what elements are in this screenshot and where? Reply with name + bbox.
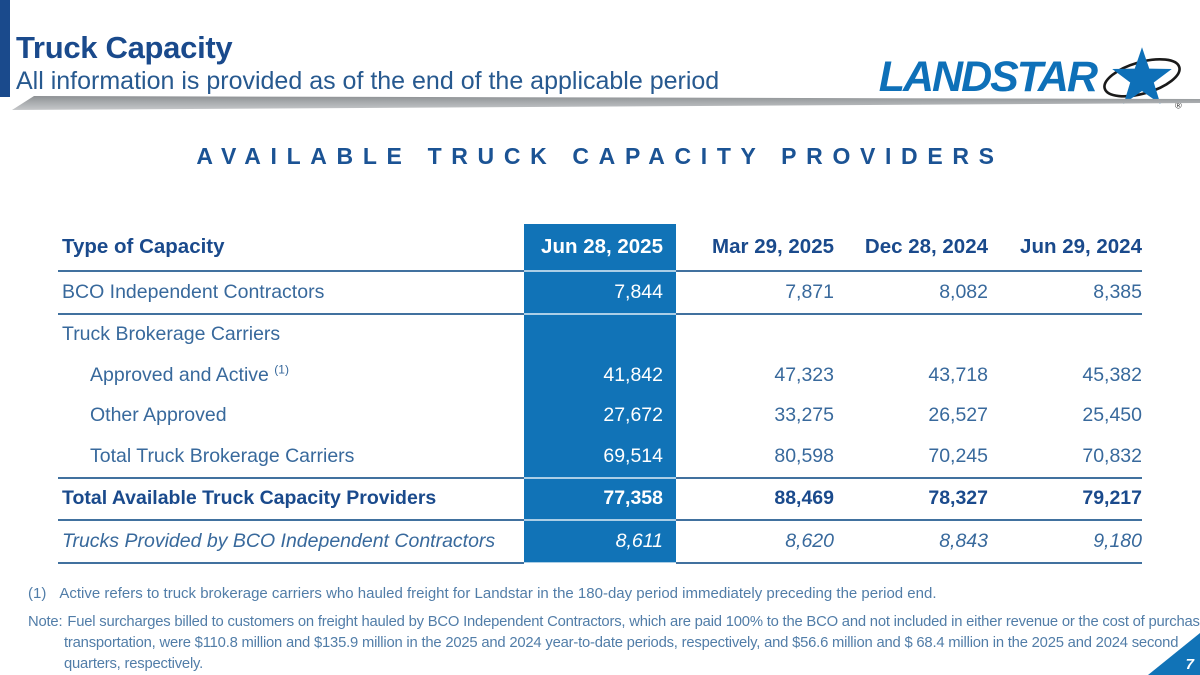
cell-value [524, 313, 676, 355]
cell-value: 80,598 [676, 436, 834, 479]
table-row-total-truck-brokerage-carriers: Total Truck Brokerage Carriers 69,514 80… [58, 436, 1142, 479]
table-row-approved-and-active: Approved and Active (1) 41,842 47,323 43… [58, 355, 1142, 396]
header-divider [12, 96, 1200, 110]
cell-value: 25,450 [1082, 404, 1142, 427]
row-label: BCO Independent Contractors [58, 271, 524, 315]
row-label: Truck Brokerage Carriers [62, 323, 281, 346]
cell-value: 7,844 [524, 271, 676, 315]
note-text: Fuel surcharges billed to customers on f… [64, 614, 1200, 672]
cell-value: 78,327 [834, 477, 988, 521]
table-row-other-approved: Other Approved 27,672 33,275 26,527 25,4… [58, 395, 1142, 436]
cell-value: 47,323 [774, 363, 834, 386]
cell-value: 7,871 [676, 271, 834, 315]
row-label-text: Approved and Active [90, 363, 269, 386]
header-accent-bar [0, 0, 10, 97]
capacity-table: Type of Capacity Jun 28, 2025 Mar 29, 20… [58, 224, 1142, 564]
note: Note: Fuel surcharges billed to customers… [28, 612, 1200, 675]
row-label: Approved and Active (1) [58, 355, 524, 396]
cell-value: 8,620 [676, 520, 834, 564]
cell-value: 88,469 [676, 477, 834, 521]
cell-value: 27,672 [524, 395, 676, 436]
cell-value: 26,527 [928, 404, 988, 427]
cell-value: 33,275 [774, 404, 834, 427]
cell-value: 45,382 [1082, 363, 1142, 386]
footnote-1-text: Active refers to truck brokerage carrier… [59, 585, 937, 602]
section-title: AVAILABLE TRUCK CAPACITY PROVIDERS [196, 143, 1004, 169]
cell-value: 69,514 [524, 436, 676, 479]
cell-value: 77,358 [524, 477, 676, 521]
cell-value [834, 314, 988, 356]
landstar-star-icon: ® [1103, 47, 1182, 110]
cell-value: 8,843 [834, 520, 988, 564]
cell-value [988, 314, 1142, 356]
table-row-total-available-providers: Total Available Truck Capacity Providers… [58, 477, 1142, 521]
cell-value: 70,832 [988, 436, 1142, 479]
page-corner-triangle [1148, 633, 1200, 675]
table-header-row: Type of Capacity Jun 28, 2025 Mar 29, 20… [58, 224, 1142, 272]
cell-value: 9,180 [988, 520, 1142, 564]
table-header-type-of-capacity: Type of Capacity [58, 224, 524, 272]
registered-mark-glyph: ® [1175, 100, 1182, 110]
table-header-date-current: Jun 28, 2025 [524, 224, 676, 272]
landstar-logo-text: LANDSTAR [878, 52, 1098, 101]
cell-value: 8,611 [524, 520, 676, 564]
table-row-bco-independent-contractors: BCO Independent Contractors 7,844 7,871 … [58, 271, 1142, 315]
cell-value: 8,385 [988, 271, 1142, 315]
footnote-1-label: (1) [28, 585, 47, 602]
table-header-date-prior-year: Jun 29, 2024 [988, 224, 1142, 272]
cell-value: 79,217 [988, 477, 1142, 521]
landstar-logo: LANDSTAR ® [879, 44, 1184, 110]
row-label: Total Available Truck Capacity Providers [58, 477, 524, 521]
row-label: Total Truck Brokerage Carriers [58, 436, 524, 479]
cell-value: 41,842 [524, 355, 676, 396]
row-label: Trucks Provided by BCO Independent Contr… [58, 520, 524, 564]
table-header-date-year-end: Dec 28, 2024 [834, 224, 988, 272]
note-label: Note: [28, 614, 63, 630]
cell-value: 43,718 [928, 363, 988, 386]
table-row-trucks-provided-by-bco: Trucks Provided by BCO Independent Contr… [58, 520, 1142, 564]
row-label: Other Approved [90, 404, 227, 427]
footnote-1: (1) Active refers to truck brokerage carr… [28, 585, 1200, 602]
table-header-date-prior-q: Mar 29, 2025 [676, 224, 834, 272]
page-subtitle: All information is provided as of the en… [16, 67, 720, 95]
cell-value: 70,245 [834, 436, 988, 479]
cell-value: 8,082 [834, 271, 988, 315]
footnote-marker: (1) [274, 362, 289, 377]
cell-value [676, 314, 834, 356]
page-title: Truck Capacity [16, 30, 233, 65]
page-number: 7 [1185, 656, 1194, 673]
table-row-truck-brokerage-carriers: Truck Brokerage Carriers [58, 313, 1142, 356]
